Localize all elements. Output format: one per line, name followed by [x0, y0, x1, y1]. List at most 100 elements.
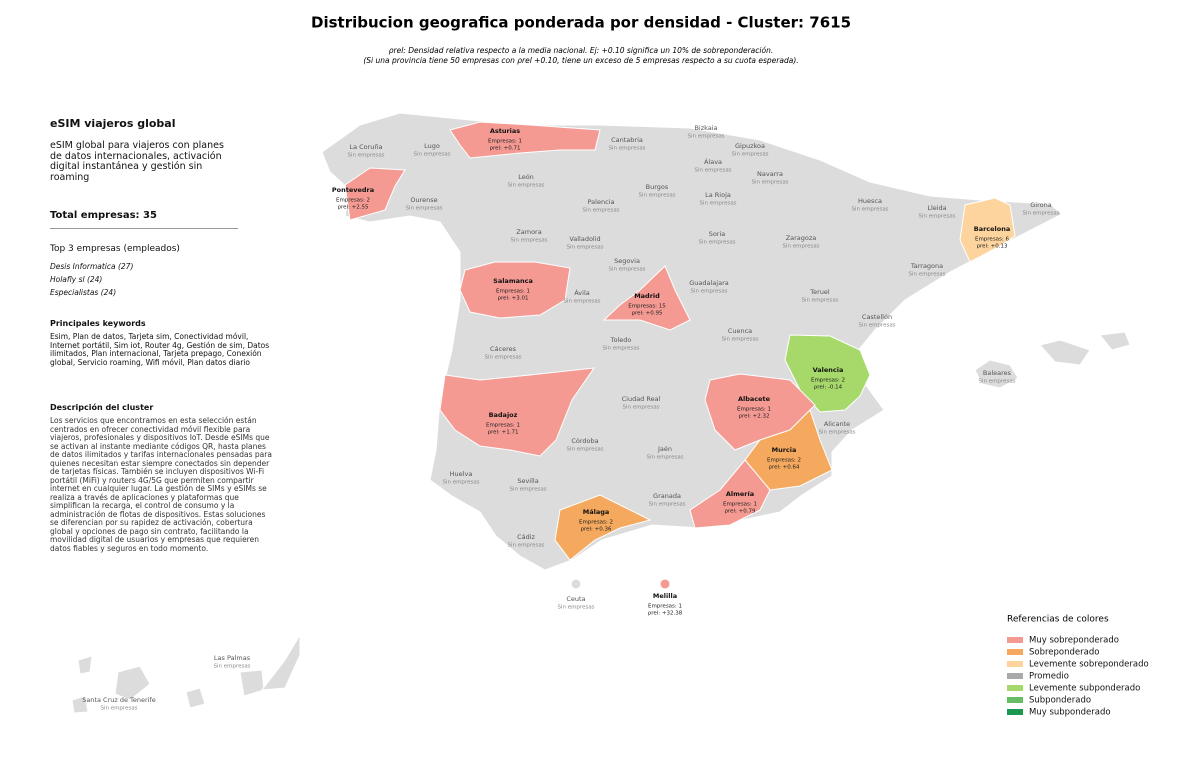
province-name: Cuenca	[728, 327, 752, 335]
legend-swatch	[1007, 673, 1023, 679]
province-status: Sin empresas	[699, 201, 736, 207]
province-name: Ceuta	[566, 595, 585, 603]
island	[114, 665, 151, 701]
province-status: Sin empresas	[648, 502, 685, 508]
province-name: Las Palmas	[214, 654, 251, 662]
province-status: Sin empresas	[751, 180, 788, 186]
province-status: Sin empresas	[213, 664, 250, 670]
province-rho: ρrel: +0.13	[977, 244, 1009, 250]
province-name: Burgos	[646, 183, 669, 191]
title: Distribucion geografica ponderada por de…	[311, 14, 851, 32]
province-name: Baleares	[983, 369, 1012, 377]
province-rho: ρrel: +0.71	[490, 146, 521, 152]
province-name: Castellón	[862, 313, 892, 321]
province-count: Empresas: 1	[486, 423, 520, 429]
province-count: Empresas: 1	[648, 604, 682, 610]
province-rho: ρrel: -0.14	[814, 385, 843, 391]
province-name: Segovia	[614, 257, 640, 265]
total: Total empresas: 35	[50, 210, 157, 221]
province-status: Sin empresas	[622, 405, 659, 411]
province-status: Sin empresas	[510, 238, 547, 244]
legend-label: Levemente sobreponderado	[1029, 660, 1149, 670]
province-name: Madrid	[634, 292, 660, 300]
province-status: Sin empresas	[557, 605, 594, 611]
province-status: Sin empresas	[721, 337, 758, 343]
province-status: Sin empresas	[638, 193, 675, 199]
legend-label: Muy subponderado	[1029, 708, 1111, 718]
province-count: Empresas: 2	[336, 198, 370, 204]
province-name: Cádiz	[517, 533, 535, 541]
province-name: Soria	[709, 230, 726, 238]
province-name: Córdoba	[571, 437, 598, 445]
island	[1099, 331, 1131, 351]
province-status: Sin empresas	[782, 244, 819, 250]
province-name: Navarra	[757, 170, 783, 178]
province-name: Barcelona	[974, 225, 1011, 233]
province-shape	[784, 334, 871, 413]
province-name: Zaragoza	[786, 234, 817, 242]
island	[239, 669, 265, 697]
province-rho: ρrel: +0.64	[769, 465, 801, 471]
province-status: Sin empresas	[918, 214, 955, 220]
legend-label: Promedio	[1029, 672, 1069, 682]
province-shape	[344, 167, 406, 221]
province-name: Badajoz	[489, 411, 518, 419]
province-name: Jaén	[657, 445, 672, 453]
province-name: Asturias	[490, 127, 520, 135]
province-status: Sin empresas	[507, 543, 544, 549]
province-shape	[571, 579, 581, 589]
province-name: Bizkaia	[694, 124, 717, 132]
province-count: Empresas: 1	[737, 407, 771, 413]
province-name: Teruel	[809, 288, 830, 296]
legend-swatch	[1007, 661, 1023, 667]
province-status: Sin empresas	[646, 455, 683, 461]
province-status: Sin empresas	[347, 153, 384, 159]
province-shape	[660, 579, 670, 589]
province-name: Gipuzkoa	[735, 142, 765, 150]
legend-label: Sobreponderado	[1029, 648, 1099, 658]
legend-title: Referencias de colores	[1007, 615, 1109, 625]
province-count: Empresas: 6	[975, 237, 1010, 243]
top-item: Desis Informatica (27)	[50, 262, 134, 271]
legend-label: Levemente subponderado	[1029, 684, 1140, 694]
province-name: Palencia	[588, 198, 615, 206]
province-name: Álava	[704, 157, 722, 166]
province-name: Murcia	[772, 446, 797, 454]
province-count: Empresas: 2	[579, 520, 613, 526]
mainland	[321, 112, 1063, 571]
province-name: Sevilla	[517, 477, 538, 485]
top-item: Holafly sl (24)	[50, 275, 103, 284]
province-status: Sin empresas	[801, 298, 838, 304]
province-rho: ρrel: +2.32	[739, 414, 770, 420]
description: Los servicios que encontramos en esta se…	[50, 416, 272, 553]
province-status: Sin empresas	[851, 207, 888, 213]
province-name: Ciudad Real	[622, 395, 661, 403]
province-rho: ρrel: +3.01	[498, 296, 529, 302]
legend-label: Subponderado	[1029, 696, 1091, 706]
province-count: Empresas: 1	[488, 139, 522, 145]
cluster-name: eSIM viajeros global	[50, 117, 176, 130]
province-name: Melilla	[653, 592, 677, 600]
province-name: Lugo	[424, 142, 440, 150]
province-count: Empresas: 1	[723, 502, 757, 508]
province-status: Sin empresas	[608, 146, 645, 152]
province-name: Albacete	[738, 395, 771, 403]
island	[77, 655, 93, 675]
legend-swatch	[1007, 685, 1023, 691]
province-status: Sin empresas	[442, 480, 479, 486]
province-status: Sin empresas	[694, 168, 731, 174]
island	[185, 687, 206, 709]
province-name: Ourense	[410, 196, 437, 204]
province-status: Sin empresas	[100, 706, 137, 712]
province-name: León	[518, 173, 534, 181]
province-shape	[959, 197, 1016, 263]
province-name: Zamora	[516, 228, 541, 236]
province-name: Almería	[726, 490, 754, 498]
island	[1039, 339, 1091, 366]
province-rho: ρrel: +32.38	[648, 611, 683, 617]
province-status: Sin empresas	[484, 355, 521, 361]
legend: Muy sobreponderado Sobreponderado Levement…	[1007, 636, 1149, 718]
province-status: Sin empresas	[608, 267, 645, 273]
